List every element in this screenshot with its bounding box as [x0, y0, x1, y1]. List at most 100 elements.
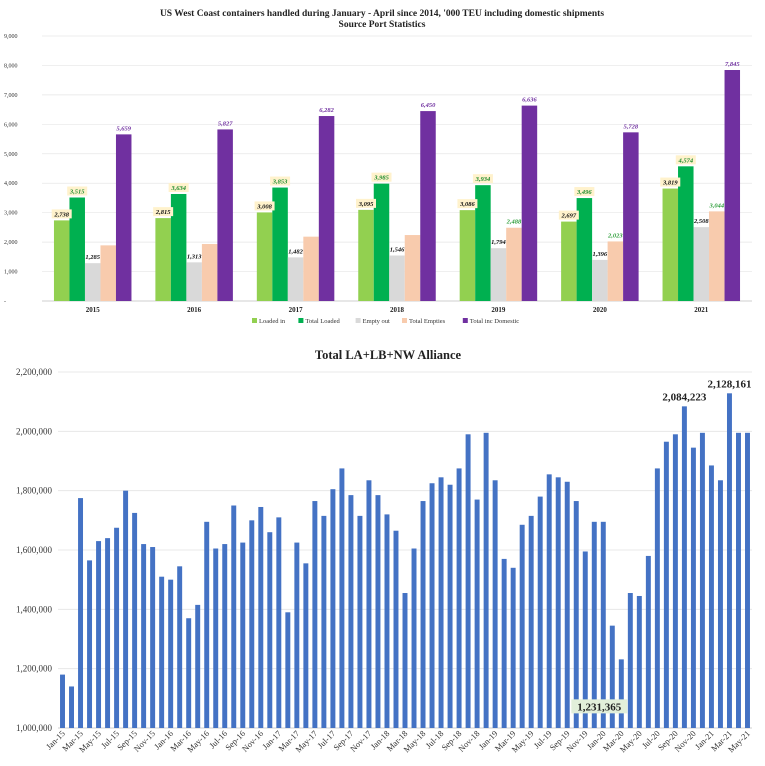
data-label: 2,508: [693, 218, 709, 225]
y-tick-label: 9,000: [4, 34, 18, 40]
data-label-box: [254, 201, 275, 211]
data-label: 3,086: [459, 201, 475, 208]
data-label: 3,515: [69, 189, 85, 196]
bar: [693, 227, 710, 301]
bar: [285, 612, 291, 728]
bar: [358, 209, 374, 301]
bar: [501, 558, 507, 728]
bar: [708, 465, 714, 728]
data-label: 3,853: [272, 179, 288, 186]
bar: [636, 595, 642, 728]
data-label: 3,819: [662, 180, 678, 187]
legend-swatch: [252, 318, 257, 323]
legend-item: Empty out: [363, 318, 390, 325]
data-label: 1,482: [288, 248, 303, 255]
data-label: 1,313: [187, 253, 202, 260]
bar: [366, 480, 372, 728]
data-label: 4,574: [677, 157, 693, 164]
chart-2-bars: [60, 393, 750, 728]
legend-item: Total Empties: [409, 318, 446, 325]
bar: [519, 524, 525, 728]
data-label-box: [153, 207, 174, 217]
bar: [105, 538, 111, 728]
y-tick-label: 2,200,000: [16, 367, 53, 377]
bar: [736, 432, 741, 728]
data-label: 3,044: [708, 202, 724, 209]
y-tick-label: 1,200,000: [16, 664, 53, 674]
y-tick-label: 4,000: [4, 181, 18, 187]
bar: [447, 484, 453, 728]
bar: [506, 227, 522, 301]
bar: [490, 248, 507, 301]
data-label-box: [472, 174, 493, 184]
bar: [384, 514, 390, 728]
category-label: 2015: [86, 306, 101, 314]
bar: [114, 527, 120, 728]
y-tick-label: 1,000: [4, 270, 18, 276]
annotation-box: [571, 699, 628, 714]
bar: [645, 555, 651, 728]
bar: [745, 432, 750, 728]
bar: [318, 116, 335, 301]
bar: [555, 477, 561, 728]
bar: [357, 515, 363, 728]
annotation-label: 1,231,365: [577, 701, 622, 713]
bar: [240, 542, 246, 728]
legend-swatch: [402, 318, 407, 323]
y-tick-label: 6,000: [4, 122, 18, 128]
bar: [186, 262, 202, 301]
legend-item: Total Loaded: [305, 318, 340, 325]
bar: [561, 221, 577, 301]
legend-swatch: [462, 318, 468, 323]
bar: [483, 432, 489, 728]
data-label: 7,845: [725, 61, 740, 68]
bar: [456, 468, 462, 728]
bar: [150, 547, 156, 728]
y-tick-label: 1,000,000: [16, 723, 53, 733]
data-label: 1,546: [390, 246, 405, 253]
bar: [438, 477, 444, 728]
bar: [78, 498, 84, 728]
bar: [699, 432, 705, 728]
data-label: 1,285: [85, 254, 100, 261]
data-label: 3,496: [576, 189, 592, 196]
bar: [195, 604, 201, 728]
bar: [402, 593, 408, 728]
bar: [258, 506, 264, 728]
data-label: 2,697: [561, 213, 577, 220]
bar: [339, 468, 345, 728]
bar: [96, 541, 102, 728]
bar: [623, 132, 639, 301]
bar: [321, 515, 327, 728]
bar: [492, 480, 498, 728]
data-label: 2,023: [607, 232, 623, 239]
data-label: 1,396: [593, 251, 608, 258]
chart-1-x-axis: 2015 2016 2017 2018 2019 2020 2021: [86, 306, 709, 314]
y-tick-label: -: [4, 299, 6, 305]
bar: [459, 210, 476, 301]
bar: [69, 686, 74, 728]
bar: [276, 517, 282, 728]
bar: [663, 441, 669, 728]
bar: [155, 218, 171, 301]
y-tick-label: 3,000: [4, 211, 18, 217]
bar: [717, 480, 723, 728]
bar: [303, 236, 319, 301]
bar: [609, 625, 615, 728]
bar: [132, 512, 138, 728]
bar: [168, 579, 174, 728]
bar: [330, 489, 336, 728]
bar: [592, 259, 608, 301]
bar: [249, 520, 255, 728]
bar: [272, 187, 288, 301]
data-label: 2,488: [506, 219, 522, 226]
data-label: 5,659: [116, 125, 131, 132]
bar: [672, 434, 678, 728]
bar: [213, 548, 219, 728]
data-label: 2,815: [155, 209, 171, 216]
bar: [618, 659, 624, 728]
bar: [375, 495, 381, 728]
y-tick-label: 5,000: [4, 152, 18, 158]
legend-item: Loaded in: [259, 318, 286, 325]
